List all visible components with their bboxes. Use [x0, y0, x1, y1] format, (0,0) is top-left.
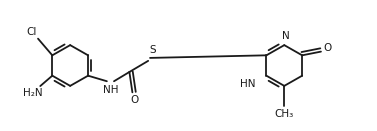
Text: N: N	[282, 31, 290, 41]
Text: CH₃: CH₃	[275, 109, 294, 119]
Text: NH: NH	[103, 85, 118, 95]
Text: H₂N: H₂N	[23, 88, 43, 98]
Text: O: O	[130, 95, 138, 105]
Text: O: O	[323, 43, 332, 53]
Text: Cl: Cl	[26, 27, 37, 37]
Text: S: S	[149, 45, 156, 55]
Text: HN: HN	[241, 79, 256, 89]
